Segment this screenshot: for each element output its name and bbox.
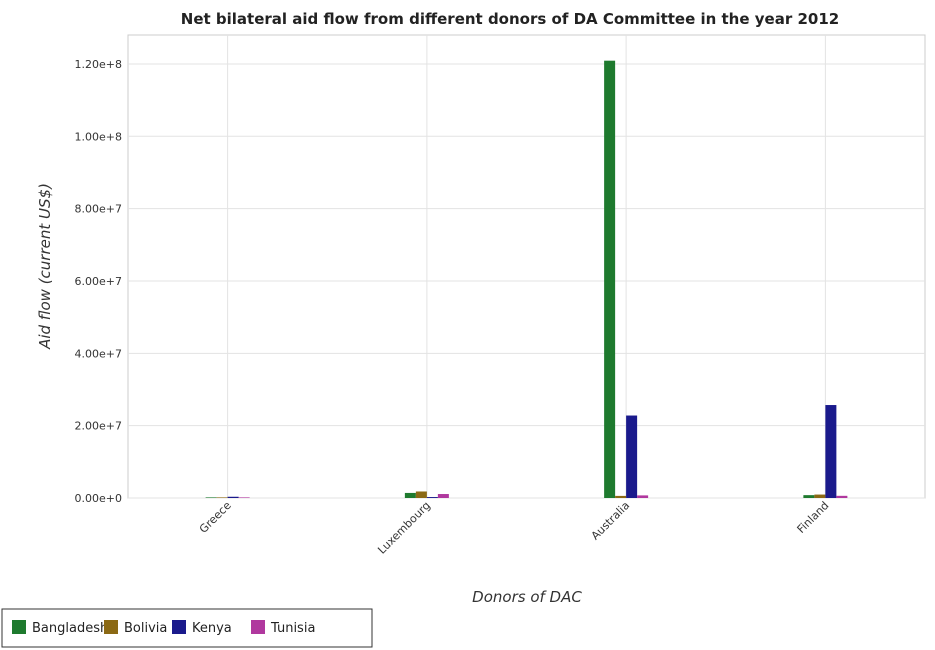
y-axis-label: Aid flow (current US$) — [36, 183, 54, 350]
grid-lines — [128, 35, 925, 499]
legend-swatch-bolivia — [104, 620, 118, 634]
bar-bolivia-greece — [216, 497, 228, 498]
x-tick-labels: Greece Luxembourg Australia Finland — [197, 499, 832, 557]
legend-label-tunisia: Tunisia — [270, 621, 315, 636]
x-tick-label-australia: Australia — [589, 499, 633, 543]
legend-swatch-tunisia — [251, 620, 265, 634]
bars — [205, 60, 848, 498]
y-tick-label: 1.00e+8 — [75, 130, 122, 143]
legend-label-bolivia: Bolivia — [124, 621, 167, 636]
x-tick-label-luxembourg: Luxembourg — [375, 499, 433, 557]
x-axis-label: Donors of DAC — [472, 588, 582, 606]
bar-bolivia-finland — [814, 494, 826, 498]
x-tick-label-greece: Greece — [197, 499, 234, 536]
y-tick-label: 4.00e+7 — [75, 347, 122, 360]
bar-bolivia-australia — [615, 495, 627, 498]
legend-label-kenya: Kenya — [192, 621, 232, 636]
bar-bangladesh-finland — [803, 495, 815, 498]
legend-label-bangladesh: Bangladesh — [32, 621, 108, 636]
bar-tunisia-greece — [238, 497, 250, 498]
y-tick-labels: 0.00e+0 2.00e+7 4.00e+7 6.00e+7 8.00e+7 1.00e… — [75, 58, 122, 505]
bar-bangladesh-luxembourg — [404, 492, 416, 498]
bar-bangladesh-australia — [604, 60, 616, 498]
bar-tunisia-finland — [836, 495, 848, 498]
legend-swatch-bangladesh — [12, 620, 26, 634]
y-tick-label: 2.00e+7 — [75, 420, 122, 433]
bar-tunisia-luxembourg — [437, 494, 449, 498]
bar-kenya-finland — [825, 405, 837, 498]
bar-kenya-australia — [626, 415, 638, 498]
x-tick-label-finland: Finland — [795, 499, 832, 536]
legend-box — [1, 608, 373, 648]
bar-bolivia-luxembourg — [415, 491, 427, 498]
bar-kenya-luxembourg — [426, 497, 438, 498]
plot-area — [127, 34, 926, 499]
bar-kenya-greece — [227, 496, 239, 498]
chart-title: Net bilateral aid flow from different do… — [181, 10, 839, 28]
bar-bangladesh-greece — [205, 497, 217, 498]
y-tick-label: 1.20e+8 — [75, 58, 122, 71]
bar-tunisia-australia — [637, 495, 649, 498]
legend-swatch-kenya — [172, 620, 186, 634]
y-tick-label: 6.00e+7 — [75, 275, 122, 288]
y-tick-label: 0.00e+0 — [75, 492, 122, 505]
y-tick-label: 8.00e+7 — [75, 203, 122, 216]
legend: Bangladesh Bolivia Kenya Tunisia — [1, 608, 373, 648]
